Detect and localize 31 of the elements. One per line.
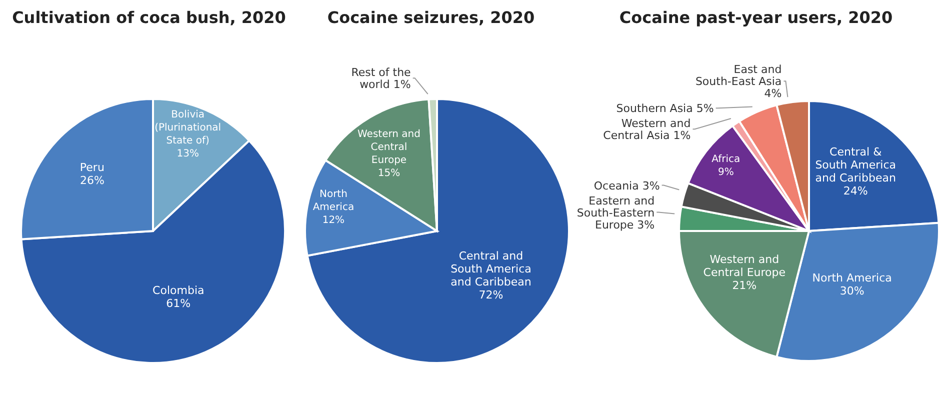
slice-label: Rest of the world 1% — [351, 66, 412, 91]
slice-label: Western and Central Europe — [357, 128, 421, 166]
data-label: 72% — [478, 288, 504, 301]
data-label: 24% — [843, 184, 868, 198]
slice-label: Eastern and South-Eastern Europe 3% — [576, 194, 655, 231]
data-label: 12% — [322, 214, 345, 226]
data-label: 9% — [718, 166, 734, 178]
slice-label: Western and Central Europe — [703, 252, 786, 279]
data-label: 21% — [732, 278, 757, 292]
pie-slice — [306, 98, 570, 364]
slice-label: Southern Asia 5% — [616, 102, 714, 115]
slice-label: Colombia — [152, 283, 204, 296]
slice-label: Central & South America and Caribbean — [815, 145, 896, 184]
slice-label: North America — [812, 271, 892, 284]
chart-title: Cocaine past-year users, 2020 — [618, 8, 894, 29]
data-label: 30% — [840, 284, 864, 298]
slice-label: Africa — [712, 153, 740, 164]
slice-label: East and South-East Asia — [695, 62, 782, 88]
slice-label: Western and Central Asia 1% — [603, 116, 691, 142]
data-label: 61% — [166, 296, 191, 310]
slice-label: Oceania 3% — [594, 178, 660, 192]
slice-label: Bolivia (Plurinational State of) — [154, 108, 222, 146]
data-label: 13% — [176, 148, 199, 159]
chart-title: Cocaine seizures, 2020 — [326, 8, 536, 29]
slice-label: Peru — [80, 160, 104, 174]
data-label: 4% — [764, 86, 782, 100]
data-label: 15% — [378, 167, 400, 178]
data-label: 26% — [80, 174, 104, 187]
slice-label: North America — [312, 188, 354, 213]
chart-title: Cultivation of coca bush, 2020 — [11, 8, 287, 29]
slice-label: Central and South America and Caribbean — [450, 248, 532, 288]
